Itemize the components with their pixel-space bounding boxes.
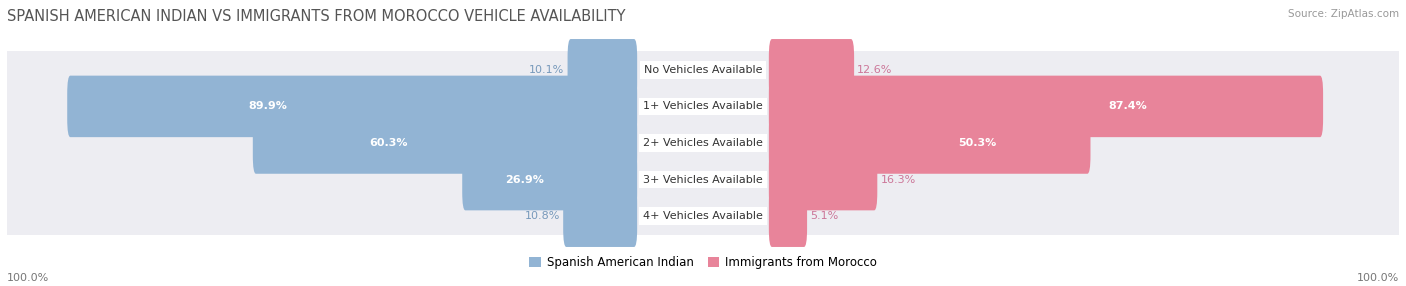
FancyBboxPatch shape [769, 39, 853, 101]
Text: 60.3%: 60.3% [368, 138, 408, 148]
Text: Source: ZipAtlas.com: Source: ZipAtlas.com [1288, 9, 1399, 19]
Text: No Vehicles Available: No Vehicles Available [644, 65, 762, 75]
Text: 89.9%: 89.9% [249, 102, 287, 111]
FancyBboxPatch shape [67, 76, 637, 137]
FancyBboxPatch shape [7, 78, 1399, 135]
Text: 87.4%: 87.4% [1109, 102, 1147, 111]
Text: 10.1%: 10.1% [529, 65, 564, 75]
Text: 26.9%: 26.9% [505, 175, 544, 184]
FancyBboxPatch shape [7, 188, 1399, 245]
FancyBboxPatch shape [769, 76, 1323, 137]
FancyBboxPatch shape [253, 112, 637, 174]
Text: 4+ Vehicles Available: 4+ Vehicles Available [643, 211, 763, 221]
Text: 1+ Vehicles Available: 1+ Vehicles Available [643, 102, 763, 111]
Text: 16.3%: 16.3% [880, 175, 915, 184]
FancyBboxPatch shape [568, 39, 637, 101]
FancyBboxPatch shape [769, 149, 877, 210]
Legend: Spanish American Indian, Immigrants from Morocco: Spanish American Indian, Immigrants from… [529, 256, 877, 269]
FancyBboxPatch shape [463, 149, 637, 210]
FancyBboxPatch shape [564, 185, 637, 247]
FancyBboxPatch shape [769, 112, 1091, 174]
Text: 2+ Vehicles Available: 2+ Vehicles Available [643, 138, 763, 148]
FancyBboxPatch shape [7, 41, 1399, 98]
Text: 12.6%: 12.6% [858, 65, 893, 75]
Text: 100.0%: 100.0% [7, 273, 49, 283]
Text: 3+ Vehicles Available: 3+ Vehicles Available [643, 175, 763, 184]
FancyBboxPatch shape [7, 114, 1399, 172]
Text: 10.8%: 10.8% [524, 211, 560, 221]
FancyBboxPatch shape [769, 185, 807, 247]
Text: 5.1%: 5.1% [810, 211, 838, 221]
Text: 50.3%: 50.3% [957, 138, 995, 148]
Text: SPANISH AMERICAN INDIAN VS IMMIGRANTS FROM MOROCCO VEHICLE AVAILABILITY: SPANISH AMERICAN INDIAN VS IMMIGRANTS FR… [7, 9, 626, 23]
Text: 100.0%: 100.0% [1357, 273, 1399, 283]
FancyBboxPatch shape [7, 151, 1399, 208]
